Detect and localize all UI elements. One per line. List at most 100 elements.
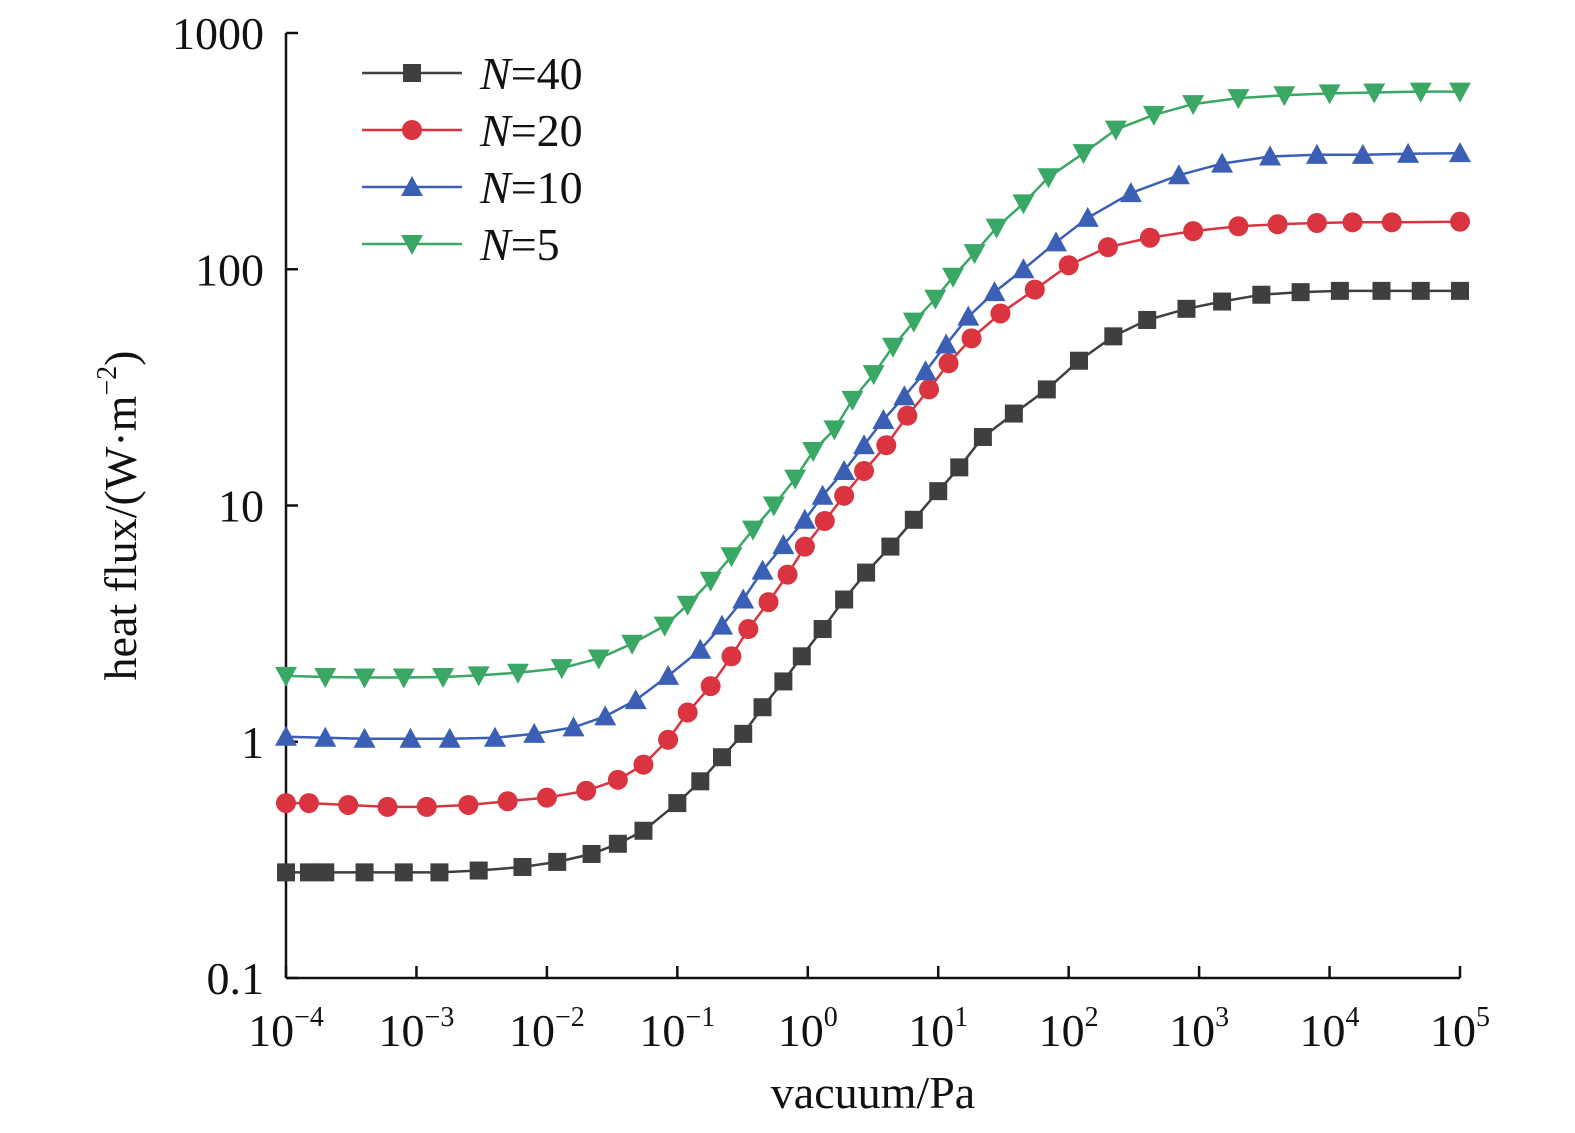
- data-point-triangle-down: [784, 469, 807, 490]
- data-point-triangle-up: [772, 534, 795, 555]
- data-point-square: [394, 863, 413, 882]
- data-point-square: [1213, 292, 1232, 311]
- x-tick-label: 10−3: [379, 1002, 455, 1056]
- data-point-circle: [298, 793, 319, 814]
- data-point-circle: [497, 791, 518, 812]
- data-point-square: [277, 863, 295, 882]
- data-point-square: [904, 510, 923, 529]
- y-axis-title-prefix: heat flux/(W·m: [95, 395, 146, 680]
- data-point-triangle-up: [523, 722, 546, 743]
- data-point-square: [734, 724, 753, 743]
- data-point-circle: [1450, 211, 1470, 232]
- data-point-triangle-down: [621, 634, 644, 655]
- series-1: [276, 211, 1470, 817]
- data-point-circle: [897, 405, 918, 426]
- data-point-circle: [658, 729, 679, 750]
- data-point-triangle-up: [983, 281, 1006, 302]
- legend-label-var: N: [479, 48, 513, 99]
- legend-marker-triangle-up: [401, 176, 423, 196]
- data-point-triangle-down: [1012, 194, 1035, 215]
- data-point-square: [835, 590, 854, 609]
- data-point-square: [1037, 380, 1056, 399]
- data-point-triangle-down: [392, 668, 415, 689]
- data-point-square: [774, 672, 793, 691]
- data-point-triangle-up: [657, 664, 680, 685]
- y-tick-label: 0.1: [207, 953, 265, 1004]
- x-tick-exponent: 3: [1215, 1002, 1229, 1033]
- data-point-square: [1330, 281, 1349, 300]
- data-point-square: [857, 563, 876, 582]
- data-point-triangle-down: [1273, 86, 1296, 107]
- data-point-circle: [1381, 212, 1402, 233]
- data-point-square: [973, 427, 992, 446]
- data-point-triangle-up: [853, 434, 876, 455]
- data-point-square: [582, 844, 601, 863]
- x-tick-label: 100: [778, 1002, 838, 1056]
- data-point-triangle-up: [562, 716, 585, 737]
- data-point-square: [1451, 281, 1469, 300]
- data-point-triangle-up: [711, 614, 734, 635]
- x-tick-exponent: 5: [1476, 1002, 1490, 1033]
- data-point-circle: [1306, 212, 1327, 233]
- data-point-circle: [758, 592, 779, 613]
- data-point-circle: [416, 796, 437, 817]
- data-point-triangle-up: [1211, 152, 1234, 173]
- data-point-triangle-down: [841, 390, 864, 411]
- data-point-triangle-up: [353, 727, 376, 748]
- data-point-triangle-up: [1045, 231, 1068, 252]
- data-point-square: [316, 863, 335, 882]
- y-tick-label: 10: [218, 481, 264, 532]
- data-point-circle: [633, 754, 654, 775]
- x-tick-label: 10−1: [639, 1002, 715, 1056]
- data-point-circle: [961, 328, 982, 349]
- x-tick-exponent: −4: [294, 1002, 324, 1033]
- x-tick-base: 10: [908, 1005, 954, 1056]
- data-point-circle: [458, 794, 479, 815]
- data-point-square: [548, 852, 567, 871]
- data-point-square: [1252, 285, 1271, 304]
- legend-label-var: N: [479, 105, 513, 156]
- data-point-triangle-down: [432, 667, 455, 688]
- data-point-triangle-up: [914, 360, 937, 381]
- data-point-square: [1177, 299, 1196, 318]
- data-point-triangle-up: [793, 508, 816, 529]
- x-tick-label: 104: [1300, 1002, 1360, 1056]
- data-point-circle: [1342, 212, 1363, 233]
- legend-label: N=10: [479, 162, 583, 213]
- data-point-square: [469, 861, 488, 880]
- data-point-triangle-up: [275, 725, 297, 746]
- data-point-triangle-down: [942, 267, 965, 288]
- x-tick-exponent: −2: [555, 1002, 585, 1033]
- data-point-triangle-up: [314, 726, 337, 747]
- x-tick-label: 10−4: [248, 1002, 324, 1056]
- x-tick-exponent: 2: [1085, 1002, 1099, 1033]
- data-point-triangle-down: [1409, 82, 1432, 103]
- series-2: [275, 142, 1471, 748]
- data-point-circle: [777, 564, 798, 585]
- data-point-square: [1104, 327, 1123, 346]
- data-point-triangle-up: [811, 484, 834, 505]
- data-point-circle: [738, 619, 759, 640]
- data-point-circle: [1183, 221, 1204, 242]
- legend: N=40N=20N=10N=5: [362, 48, 583, 270]
- legend-marker-circle: [402, 120, 422, 140]
- x-tick-exponent: 4: [1346, 1002, 1360, 1033]
- series-line: [285, 151, 1461, 740]
- data-point-triangle-up: [833, 459, 856, 480]
- axes: [284, 33, 1460, 980]
- data-point-triangle-down: [467, 666, 490, 687]
- data-point-circle: [700, 676, 721, 697]
- data-point-triangle-up: [893, 385, 916, 406]
- y-axis-title-suffix: ): [95, 351, 146, 366]
- data-point-square: [634, 821, 653, 840]
- x-tick-label: 101: [908, 1002, 968, 1056]
- data-point-square: [713, 748, 732, 767]
- data-point-triangle-down: [1449, 82, 1471, 103]
- data-point-square: [608, 834, 627, 853]
- x-tick-base: 10: [509, 1005, 555, 1056]
- data-point-triangle-up: [751, 559, 774, 580]
- legend-label: N=5: [479, 219, 560, 270]
- data-point-circle: [1024, 279, 1045, 300]
- series-0: [277, 281, 1469, 882]
